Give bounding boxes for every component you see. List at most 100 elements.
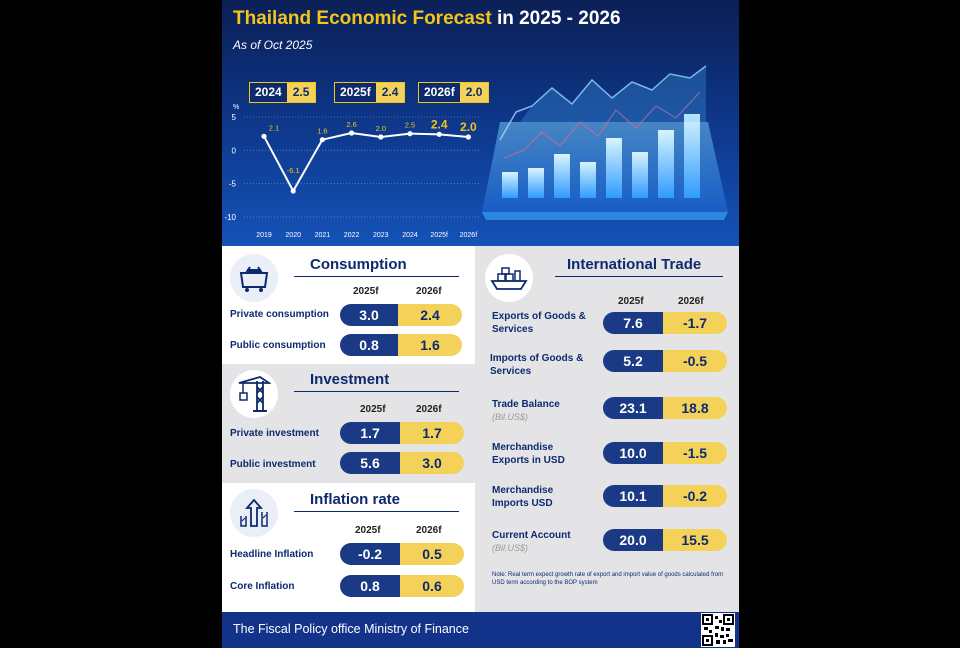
trade-footnote: Note: Real term expect growth rate of ex… [492, 572, 724, 586]
rising-arrows-icon [230, 489, 278, 537]
row-label: Merchandise Exports in USD [492, 442, 565, 466]
data-label: 2.5 [405, 121, 415, 130]
col-header-2025f: 2025f [360, 404, 386, 415]
data-point [465, 134, 471, 140]
chart-points: 2.1 -6.1 1.6 2.6 2.0 2.5 2.4 2.0 [261, 117, 477, 194]
value-pill: 1.7 1.7 [340, 422, 464, 444]
data-point [436, 131, 442, 137]
decor-trend-line [499, 65, 707, 141]
value-pill: -0.2 0.5 [340, 543, 464, 565]
data-point [407, 131, 413, 137]
data-label: -6.1 [287, 166, 300, 175]
value-pill: 5.6 3.0 [340, 452, 464, 474]
series-segment [351, 132, 381, 138]
value-2025f: 7.6 [603, 312, 663, 334]
heading-underline [294, 391, 459, 392]
data-point [349, 130, 355, 136]
value-2026f: -1.7 [663, 312, 727, 334]
investment-section: Investment 2025f 2026f Private investmen… [222, 364, 475, 483]
y-tick-label: -10 [224, 213, 236, 222]
inflation-heading: Inflation rate [310, 491, 401, 508]
value-2025f: 5.2 [603, 350, 663, 372]
value-pill: 5.2 -0.5 [603, 350, 727, 372]
badge-year: 2025f [335, 83, 376, 102]
value-2026f: 1.7 [400, 422, 464, 444]
col-header-2025f: 2025f [353, 286, 379, 297]
decor-area [520, 66, 706, 122]
heading-underline [294, 511, 459, 512]
value-pill: 0.8 0.6 [340, 575, 464, 597]
heading-underline [555, 276, 723, 277]
value-2026f: -0.2 [663, 485, 727, 507]
row-label: Private investment [230, 428, 319, 439]
value-2026f: -0.5 [663, 350, 727, 372]
consumption-section: Consumption 2025f 2026f Private consumpt… [222, 246, 475, 364]
col-header-2026f: 2026f [678, 296, 704, 307]
qr-code-icon[interactable] [701, 613, 735, 647]
inflation-section: Inflation rate 2025f 2026f Headline Infl… [222, 483, 475, 612]
cargo-ship-icon [485, 254, 533, 302]
x-tick-label: 2023 [373, 232, 389, 239]
row-label: Private consumption [230, 309, 329, 320]
col-header-2026f: 2026f [416, 286, 442, 297]
platform-edge [482, 212, 728, 220]
x-tick-label: 2024 [402, 232, 418, 239]
footer-text: The Fiscal Policy office Ministry of Fin… [233, 622, 469, 636]
value-2026f: 1.6 [398, 334, 462, 356]
gdp-badge-2024: 2024 2.5 [249, 82, 317, 103]
header-banner: Thailand Economic Forecast in 2025 - 202… [222, 0, 739, 246]
col-header-2025f: 2025f [355, 525, 381, 536]
value-2025f: 10.1 [603, 485, 663, 507]
badge-value: 2.0 [459, 83, 489, 102]
row-label: Current Account (Bil.US$) [492, 530, 571, 553]
x-tick-label: 2020 [285, 232, 301, 239]
data-point [319, 137, 325, 143]
infographic-poster: Thailand Economic Forecast in 2025 - 202… [222, 0, 739, 648]
decor-bar [632, 152, 648, 198]
trade-heading: International Trade [567, 256, 702, 273]
data-point [261, 133, 267, 139]
series-segment [380, 132, 411, 138]
decor-bar [606, 138, 622, 198]
value-2026f: 15.5 [663, 529, 727, 551]
series-segment [322, 132, 352, 141]
title-years: in 2025 - 2026 [496, 8, 621, 29]
y-tick-label: 0 [232, 146, 237, 155]
page-title: Thailand Economic Forecast in 2025 - 202… [233, 8, 621, 30]
data-label: 2.4 [431, 117, 448, 131]
value-2026f: 18.8 [663, 397, 727, 419]
series-segment [263, 135, 295, 192]
col-header-2025f: 2025f [618, 296, 644, 307]
value-2025f: 0.8 [340, 575, 400, 597]
value-2025f: 0.8 [340, 334, 398, 356]
value-2025f: 20.0 [603, 529, 663, 551]
decor-bar [684, 114, 700, 198]
col-header-2026f: 2026f [416, 404, 442, 415]
row-label: Exports of Goods & Services [492, 311, 586, 335]
value-2026f: 0.6 [400, 575, 464, 597]
international-trade-section: International Trade 2025f 2026f Exports … [475, 246, 739, 612]
badge-value: 2.5 [286, 83, 316, 102]
series-segment [439, 133, 469, 138]
value-pill: 0.8 1.6 [340, 334, 462, 356]
value-2026f: -1.5 [663, 442, 727, 464]
series-segment [409, 132, 440, 136]
x-tick-label: 2019 [256, 232, 272, 239]
value-2025f: -0.2 [340, 543, 400, 565]
investment-heading: Investment [310, 371, 390, 388]
decor-bar [658, 130, 674, 198]
data-label: 2.0 [460, 120, 477, 134]
y-tick-label: -5 [229, 180, 237, 189]
footer-bar: The Fiscal Policy office Ministry of Fin… [222, 612, 739, 648]
badge-value: 2.4 [375, 83, 405, 102]
gdp-badge-2026f: 2026f 2.0 [418, 82, 490, 103]
row-label: Public consumption [230, 340, 326, 351]
chart-axis: % 5 0 -5 -10 2019 2020 2021 2022 2023 2024 2025f 202… [224, 104, 480, 239]
decor-bar [580, 162, 596, 198]
value-2026f: 3.0 [400, 452, 464, 474]
decor-bar [528, 168, 544, 198]
value-pill: 10.0 -1.5 [603, 442, 727, 464]
badge-year: 2026f [419, 83, 460, 102]
data-label: 2.6 [346, 120, 356, 129]
x-tick-label: 2026f [460, 232, 478, 239]
